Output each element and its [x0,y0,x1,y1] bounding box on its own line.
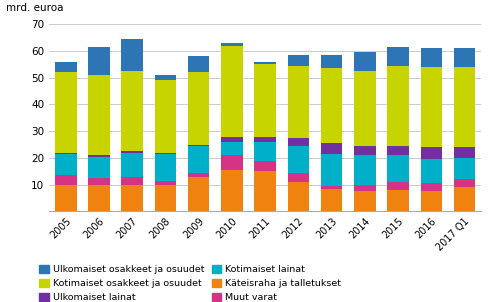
Bar [254,161,276,171]
Bar [254,171,276,211]
Bar [420,191,442,211]
Bar [420,147,442,159]
Bar [288,138,309,146]
Bar [121,39,143,71]
Bar [55,185,77,211]
Bar [221,46,243,137]
Bar [288,146,309,173]
Bar [321,55,342,68]
Bar [354,52,376,71]
Bar [55,153,77,154]
Bar [121,71,143,151]
Bar [354,71,376,146]
Bar [454,187,475,211]
Bar [387,66,409,146]
Bar [321,186,342,189]
Bar [155,185,176,211]
Bar [321,189,342,211]
Bar [88,185,110,211]
Bar [288,173,309,182]
Bar [55,175,77,185]
Text: mrd. euroa: mrd. euroa [6,3,63,13]
Bar [155,80,176,153]
Legend: Ulkomaiset osakkeet ja osuudet, Kotimaiset osakkeet ja osuudet, Ulkomaiset laina: Ulkomaiset osakkeet ja osuudet, Kotimais… [39,265,341,302]
Bar [188,145,210,146]
Bar [221,170,243,211]
Bar [454,67,475,147]
Bar [221,142,243,155]
Bar [55,154,77,175]
Bar [254,142,276,161]
Bar [321,68,342,143]
Bar [254,137,276,142]
Bar [454,158,475,179]
Bar [188,173,210,177]
Bar [254,64,276,137]
Bar [155,75,176,80]
Bar [454,48,475,67]
Bar [387,190,409,211]
Bar [155,181,176,185]
Bar [221,155,243,170]
Bar [88,75,110,155]
Bar [121,185,143,211]
Bar [354,185,376,191]
Bar [188,72,210,145]
Bar [55,72,77,153]
Bar [354,191,376,211]
Bar [387,155,409,182]
Bar [155,153,176,154]
Bar [121,177,143,185]
Bar [420,48,442,67]
Bar [387,182,409,190]
Bar [288,182,309,211]
Bar [121,151,143,153]
Bar [221,137,243,142]
Bar [420,159,442,183]
Bar [55,62,77,72]
Bar [321,154,342,186]
Bar [88,155,110,156]
Bar [121,153,143,177]
Bar [387,146,409,155]
Bar [188,177,210,211]
Bar [387,47,409,66]
Bar [454,147,475,158]
Bar [454,179,475,187]
Bar [88,178,110,185]
Bar [288,66,309,138]
Bar [321,143,342,154]
Bar [354,146,376,155]
Bar [155,154,176,181]
Bar [420,67,442,147]
Bar [288,55,309,66]
Bar [188,56,210,72]
Bar [188,146,210,173]
Bar [221,43,243,46]
Bar [254,62,276,64]
Bar [354,155,376,185]
Bar [420,183,442,191]
Bar [88,47,110,75]
Bar [88,156,110,178]
